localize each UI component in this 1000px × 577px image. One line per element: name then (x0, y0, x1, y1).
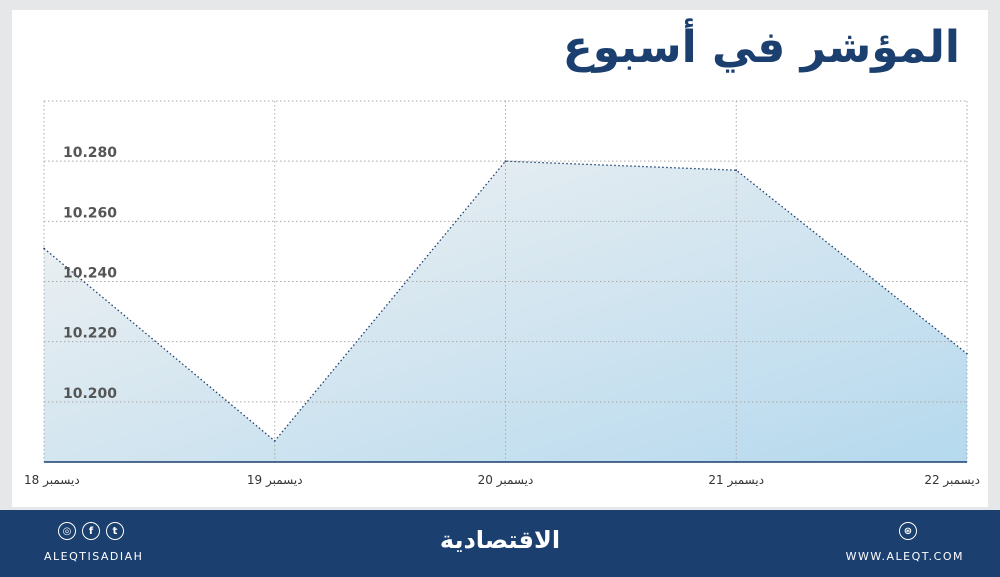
instagram-icon[interactable]: ◎ (58, 522, 76, 540)
x-tick-label: 19 ديسمبر (247, 473, 303, 488)
y-tick-label: 10.220 (63, 326, 117, 342)
area-fill (44, 161, 967, 462)
y-tick-label: 10.260 (63, 205, 117, 221)
data-point (43, 247, 45, 250)
y-tick-label: 10.240 (63, 266, 117, 282)
logo: الاقتصادية (439, 526, 561, 554)
area-chart: 10.200 10.220 10.240 10.260 10.280 18 ديسمبر 1… (24, 100, 980, 488)
x-tick-label: 20 ديسمبر (478, 473, 534, 488)
twitter-icon[interactable]: t (106, 522, 124, 540)
footer: ◎ f t ALEQTISADIAH الاقتصادية ⊛ WWW.ALEQ… (0, 510, 1000, 577)
website-link[interactable]: WWW.ALEQT.COM (845, 550, 964, 563)
series-line (43, 160, 968, 442)
data-point (504, 160, 507, 162)
social-handle[interactable]: ALEQTISADIAH (44, 550, 144, 563)
x-tick-label: 18 ديسمبر (24, 473, 80, 488)
y-tick-label: 10.200 (63, 386, 117, 402)
data-point (735, 169, 738, 171)
x-tick-label: 22 ديسمبر (924, 473, 980, 488)
data-point (966, 352, 968, 355)
x-tick-label: 21 ديسمبر (708, 473, 764, 488)
chart-title: المؤشر في أسبوع (562, 22, 960, 73)
y-tick-label: 10.280 (63, 145, 117, 161)
web-icon[interactable]: ⊛ (899, 522, 917, 540)
social-icons: ◎ f t (58, 522, 124, 540)
data-point (273, 440, 276, 442)
facebook-icon[interactable]: f (82, 522, 100, 540)
